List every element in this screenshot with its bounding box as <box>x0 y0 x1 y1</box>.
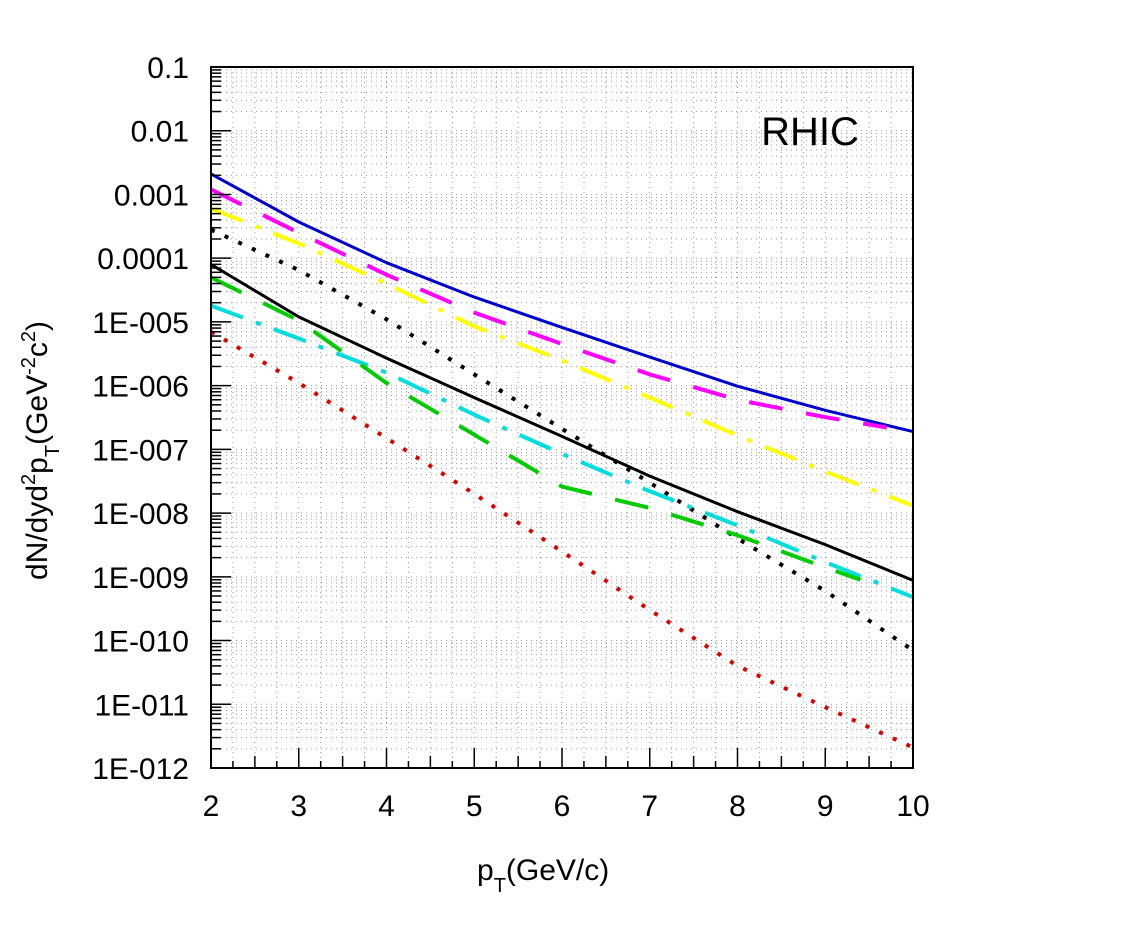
x-tick-label: 3 <box>290 790 307 823</box>
y-tick-label: 1E-006 <box>92 371 189 404</box>
x-axis-title-base: p <box>477 854 494 887</box>
y-axis-title-sup1: 2 <box>18 474 40 485</box>
rhic-annotation: RHIC <box>761 110 859 154</box>
x-tick-label: 2 <box>203 790 220 823</box>
y-tick-label: 1E-011 <box>94 689 189 722</box>
y-tick-label: 1E-012 <box>92 753 189 786</box>
y-tick-label: 0.01 <box>131 116 189 149</box>
y-tick-labels: 1E-012 1E-011 1E-010 1E-009 1E-008 1E-007 1E-0… <box>92 52 189 786</box>
x-tick-label: 10 <box>896 790 929 823</box>
x-tick-label: 9 <box>817 790 834 823</box>
x-axis-title-sub: T <box>494 875 506 897</box>
y-tick-label: 0.1 <box>147 52 189 85</box>
x-tick-label: 8 <box>729 790 746 823</box>
y-axis-title-p4: c <box>21 342 54 357</box>
series-line-1 <box>210 172 914 434</box>
x-tick-label: 4 <box>378 790 395 823</box>
y-tick-label: 1E-010 <box>92 626 189 659</box>
y-axis-title-p2: p <box>21 457 54 474</box>
series-layer <box>209 172 915 750</box>
x-tick-label: 7 <box>641 790 658 823</box>
y-tick-label: 1E-007 <box>92 434 189 467</box>
y-axis-title: dN/dyd2pT(GeV-2c2) <box>18 321 64 580</box>
series-line-3 <box>210 206 914 508</box>
y-axis-title-sub1: T <box>42 445 64 457</box>
x-axis-title-rest: (GeV/c) <box>506 854 609 887</box>
tick-marks <box>210 66 914 769</box>
y-axis-title-p5: ) <box>21 321 54 331</box>
series-line-2 <box>210 187 888 430</box>
y-axis-title-sup3: 2 <box>18 331 40 342</box>
y-axis-title-sup2: -2 <box>18 357 40 375</box>
y-tick-label: 1E-005 <box>92 307 189 340</box>
y-axis-title-p1: dN/dyd <box>21 485 54 580</box>
series-line-7 <box>210 275 862 582</box>
y-tick-label: 0.001 <box>114 179 189 212</box>
y-tick-label: 1E-009 <box>92 562 189 595</box>
x-axis-title: pT(GeV/c) <box>477 854 609 897</box>
x-tick-labels: 2 3 4 5 6 7 8 9 10 <box>203 790 930 823</box>
y-tick-label: 0.0001 <box>97 243 189 276</box>
y-axis-title-p3: (GeV <box>21 375 54 445</box>
x-tick-label: 5 <box>466 790 483 823</box>
x-tick-label: 6 <box>554 790 571 823</box>
series-line-8 <box>209 330 914 750</box>
y-tick-label: 1E-008 <box>92 498 189 531</box>
series-line-5 <box>210 263 914 582</box>
series-line-6 <box>210 303 914 599</box>
